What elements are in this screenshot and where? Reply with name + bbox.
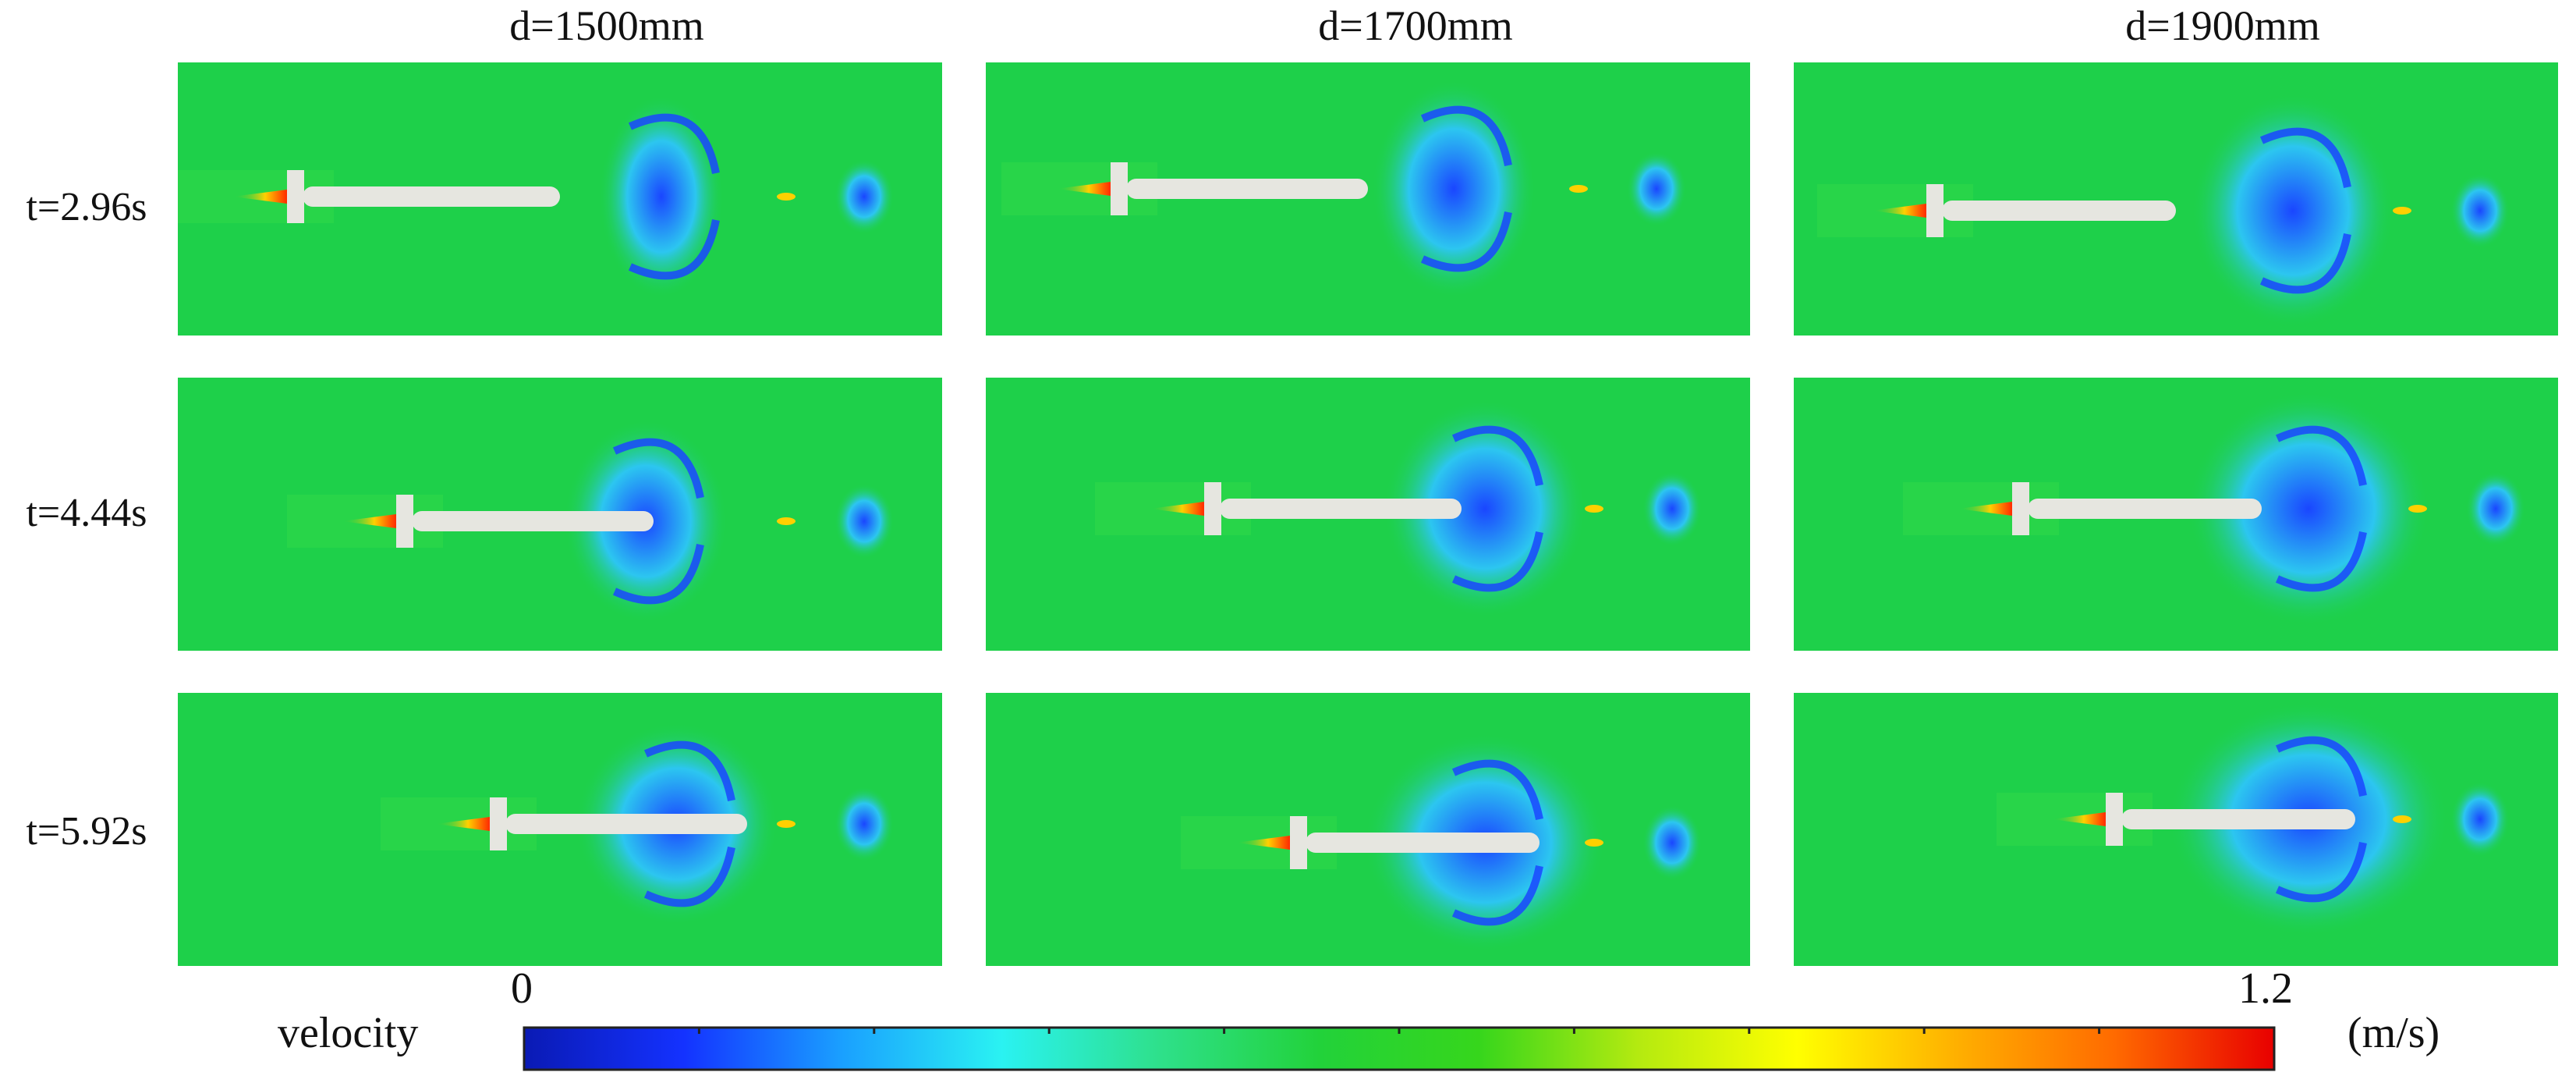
- contour-plot: [986, 693, 1750, 966]
- vortex-upper: [2275, 736, 2367, 797]
- propulsion-jet: [1235, 836, 1290, 850]
- colorbar-label: velocity: [278, 1009, 419, 1057]
- downstream-vortex: [1642, 805, 1702, 880]
- submarine-hull: [1220, 499, 1462, 519]
- wake-jet-spot: [1569, 185, 1588, 193]
- wake-jet-spot: [1585, 839, 1603, 847]
- downstream-vortex: [1642, 471, 1702, 546]
- column-title-d1700: d=1700mm: [1318, 2, 1513, 49]
- submarine-hull: [505, 814, 747, 834]
- column-title-d1500: d=1500mm: [509, 2, 704, 49]
- wake-vortex: [2188, 392, 2429, 626]
- submarine-fin: [2012, 482, 2029, 535]
- submarine-hull: [412, 511, 654, 531]
- contour-plot: [1794, 378, 2558, 651]
- downstream-vortex: [834, 786, 894, 861]
- vortex-lower: [2275, 842, 2367, 903]
- submarine-hull: [1942, 201, 2176, 221]
- submarine-hull: [303, 186, 560, 207]
- contour-panel: [1794, 693, 2558, 966]
- submarine-fin: [287, 170, 304, 223]
- wake-jet-spot: [2408, 505, 2427, 513]
- submarine-fin: [1111, 162, 1128, 215]
- vortex-lower: [1420, 211, 1512, 272]
- vortex-upper: [612, 438, 704, 499]
- contour-plot: [178, 693, 942, 966]
- vortex-upper: [2275, 425, 2367, 486]
- row-title-t592: t=5.92s: [26, 809, 147, 854]
- submarine-fin: [1204, 482, 1221, 535]
- propulsion-jet: [2051, 812, 2106, 826]
- propulsion-jet: [1150, 502, 1204, 516]
- colorbar-max-label: 1.2: [2238, 964, 2293, 1013]
- colorbar-unit: (m/s): [2347, 1009, 2440, 1057]
- colorbar: [523, 1026, 2276, 1073]
- wake-vortex: [1384, 399, 1586, 618]
- wake-jet-spot: [777, 517, 795, 525]
- row-title-t444: t=4.44s: [26, 491, 147, 535]
- wake-jet-spot: [1585, 505, 1603, 513]
- vortex-upper: [628, 113, 720, 174]
- vortex-upper: [1451, 759, 1543, 820]
- downstream-vortex: [2450, 173, 2510, 248]
- wake-vortex: [599, 95, 724, 298]
- vortex-lower: [1451, 865, 1543, 926]
- colorbar-gradient: [523, 1026, 2276, 1071]
- downstream-vortex: [1627, 151, 1686, 226]
- submarine-hull: [1306, 833, 1540, 853]
- wake-jet-spot: [2393, 207, 2411, 215]
- contour-panel: [178, 378, 942, 651]
- contour-panel: [986, 378, 1750, 651]
- propulsion-jet: [342, 514, 396, 528]
- submarine-fin: [490, 797, 507, 850]
- vortex-upper: [1420, 105, 1512, 166]
- contour-panel: [1794, 378, 2558, 651]
- vortex-lower: [2275, 531, 2367, 592]
- contour-plot: [1794, 693, 2558, 966]
- propulsion-jet: [1872, 204, 1926, 218]
- row-title-t296: t=2.96s: [26, 185, 147, 229]
- colorbar-min-label: 0: [511, 964, 533, 1013]
- contour-panel: [986, 693, 1750, 966]
- submarine-fin: [396, 495, 413, 548]
- contour-plot: [986, 62, 1750, 336]
- submarine-hull: [1126, 179, 1368, 199]
- contour-plot: [986, 378, 1750, 651]
- downstream-vortex: [2450, 782, 2510, 857]
- vortex-lower: [1451, 531, 1543, 592]
- contour-plot: [178, 62, 942, 336]
- propulsion-jet: [1056, 182, 1111, 196]
- submarine-fin: [1290, 816, 1307, 869]
- vortex-lower: [643, 847, 735, 907]
- propulsion-jet: [232, 190, 287, 204]
- colorbar-bar: [523, 1026, 2276, 1071]
- downstream-vortex: [834, 484, 894, 559]
- contour-plot: [1794, 62, 2558, 336]
- contour-panel: [1794, 62, 2558, 336]
- vortex-lower: [612, 544, 704, 605]
- downstream-vortex: [834, 159, 894, 234]
- contour-panel: [178, 693, 942, 966]
- propulsion-jet: [1958, 502, 2012, 516]
- submarine-hull: [2028, 499, 2262, 519]
- column-title-d1900: d=1900mm: [2125, 2, 2320, 49]
- vortex-lower: [628, 219, 720, 280]
- contour-panel: [986, 62, 1750, 336]
- wake-vortex: [2192, 94, 2394, 328]
- downstream-vortex: [2466, 471, 2525, 546]
- wake-jet-spot: [2393, 815, 2411, 823]
- submarine-hull: [2121, 809, 2355, 829]
- submarine-fin: [1926, 184, 1944, 237]
- vortex-lower: [2259, 233, 2351, 294]
- vortex-upper: [643, 740, 735, 801]
- wake-jet-spot: [777, 820, 795, 828]
- vortex-upper: [2259, 127, 2351, 188]
- contour-panel: [178, 62, 942, 336]
- propulsion-jet: [435, 817, 490, 831]
- submarine-fin: [2106, 793, 2123, 846]
- vortex-upper: [1451, 425, 1543, 486]
- wake-jet-spot: [777, 193, 795, 201]
- contour-plot: [178, 378, 942, 651]
